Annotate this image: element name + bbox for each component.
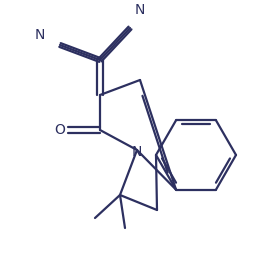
- Text: N: N: [132, 145, 142, 159]
- Text: O: O: [54, 123, 65, 137]
- Text: N: N: [135, 3, 145, 17]
- Text: N: N: [35, 28, 45, 42]
